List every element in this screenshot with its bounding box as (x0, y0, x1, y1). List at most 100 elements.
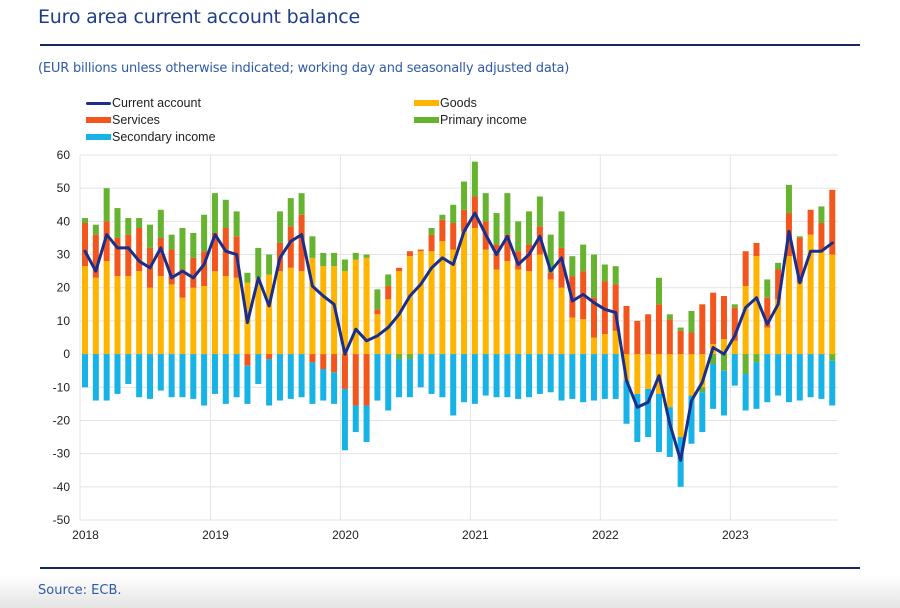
bar-goods (157, 276, 164, 355)
y-axis-ticks: 60 50 40 30 20 10 0 -10 -20 -30 -40 -50 (53, 148, 71, 527)
bar-primary-income (396, 354, 403, 360)
bar-primary-income (406, 354, 413, 360)
bar-primary-income (92, 224, 99, 235)
bar-primary-income (374, 289, 381, 310)
bar-stack (775, 262, 782, 396)
bar-primary-income (331, 252, 338, 267)
bar-goods (439, 241, 446, 355)
bar-services (753, 242, 760, 257)
bar-goods (146, 287, 153, 355)
bar-stack (92, 224, 99, 401)
bar-services (731, 307, 738, 341)
bar-primary-income (753, 354, 760, 363)
bar-primary-income (320, 252, 327, 267)
bar-goods (461, 231, 468, 355)
bar-primary-income (731, 304, 738, 308)
bar-stack (807, 209, 814, 398)
bar-primary-income (547, 234, 554, 273)
bar-secondary-income (471, 354, 478, 404)
bar-goods (558, 287, 565, 355)
bar-secondary-income (829, 360, 836, 406)
bar-primary-income (146, 224, 153, 248)
bar-goods (623, 354, 630, 381)
bar-secondary-income (677, 437, 684, 487)
current-account-line-group (83, 211, 834, 462)
bar-primary-income (775, 262, 782, 270)
legend-swatch-current-account (86, 101, 111, 105)
bar-primary-income (796, 236, 803, 238)
bar-stack (612, 266, 619, 399)
bar-stack (82, 218, 88, 388)
y-tick-label: -10 (53, 380, 71, 394)
bar-goods (515, 269, 522, 355)
bar-stack (385, 274, 392, 411)
bar-secondary-income (157, 354, 164, 391)
bar-services (157, 237, 164, 277)
x-tick-label: 2022 (592, 528, 619, 542)
bar-stack (168, 234, 175, 398)
bar-secondary-income (211, 354, 218, 394)
bar-stack (190, 232, 197, 399)
bar-goods (222, 276, 229, 355)
bar-goods (742, 286, 749, 355)
bar-stack (580, 244, 587, 403)
bar-stack (266, 254, 273, 406)
bar-services (710, 292, 717, 345)
bar-primary-income (136, 218, 143, 228)
bar-services (309, 354, 316, 363)
bar-primary-income (190, 232, 197, 258)
bar-primary-income (201, 214, 208, 252)
y-tick-label: 10 (57, 314, 71, 328)
bar-secondary-income (82, 354, 88, 388)
y-tick-label: 50 (57, 181, 71, 195)
bar-services (807, 209, 814, 235)
bar-services (168, 249, 175, 285)
bar-stack (201, 214, 208, 406)
bar-primary-income (829, 354, 836, 361)
bar-secondary-income (136, 354, 143, 398)
bar-goods (731, 340, 738, 355)
bar-goods (536, 254, 543, 355)
bar-primary-income (461, 181, 468, 210)
bar-goods (634, 354, 641, 394)
bar-services (320, 354, 327, 370)
bar-primary-income (276, 211, 283, 243)
bar-secondary-income (753, 362, 760, 409)
bar-goods (493, 269, 500, 355)
bar-secondary-income (363, 405, 370, 443)
y-tick-label: 0 (63, 347, 70, 361)
x-tick-label: 2023 (722, 528, 749, 542)
bar-stack (731, 304, 738, 386)
bar-primary-income (785, 184, 792, 214)
bar-stack (688, 310, 695, 444)
title-divider (40, 44, 860, 46)
bar-stack (742, 251, 749, 411)
bar-secondary-income (699, 392, 706, 433)
bar-secondary-income (504, 354, 511, 398)
bar-goods (829, 254, 836, 355)
bar-services (829, 189, 836, 255)
bar-stack (396, 267, 403, 398)
bar-services (558, 247, 565, 288)
bar-secondary-income (352, 405, 359, 433)
bar-secondary-income (688, 395, 695, 444)
bar-stack (136, 218, 143, 398)
bar-services (612, 284, 619, 331)
bar-primary-income (764, 279, 771, 298)
bar-primary-income (471, 161, 478, 197)
bar-secondary-income (807, 354, 814, 398)
bar-services (526, 244, 533, 272)
bar-goods (201, 286, 208, 355)
bar-primary-income (655, 277, 662, 305)
bar-secondary-income (287, 354, 294, 399)
bar-primary-income (666, 314, 673, 320)
footer-divider (40, 567, 860, 569)
bar-goods (547, 279, 554, 355)
bar-secondary-income (331, 372, 338, 404)
bar-services (331, 354, 338, 373)
y-tick-label: 40 (57, 214, 71, 228)
bar-goods (211, 271, 218, 355)
bar-services (244, 354, 251, 366)
bar-goods (276, 271, 283, 355)
bar-secondary-income (645, 388, 652, 438)
